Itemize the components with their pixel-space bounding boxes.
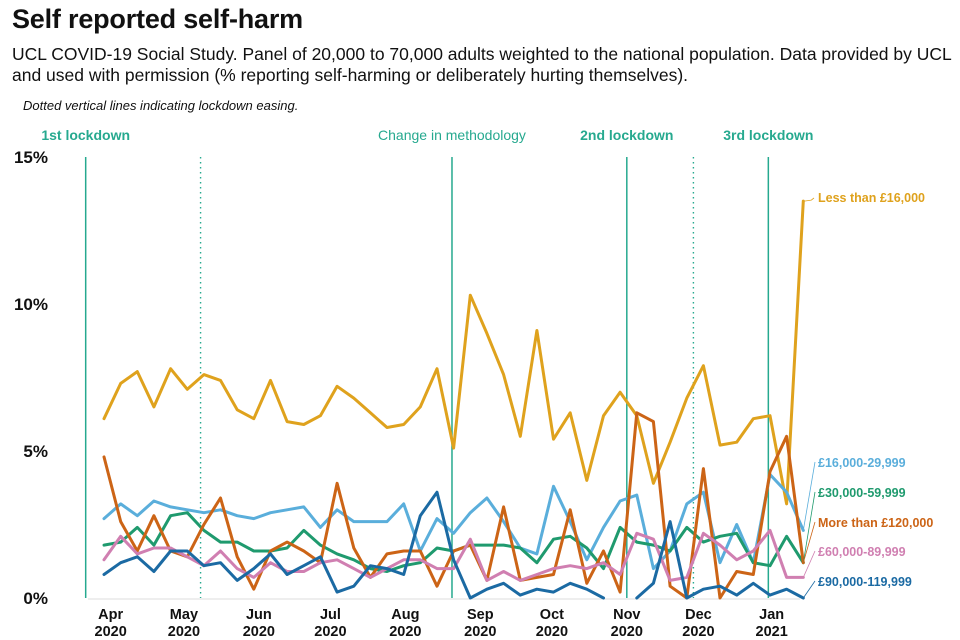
y-tick-label: 10% xyxy=(14,295,48,314)
x-tick-label: 2020 xyxy=(611,624,643,640)
series-line xyxy=(102,528,805,582)
x-tick-label: Sep xyxy=(467,607,494,623)
x-tick-label: 2020 xyxy=(314,624,346,640)
y-tick-label: 15% xyxy=(14,148,48,167)
series-line xyxy=(635,520,805,600)
series-label: £16,000-29,999 xyxy=(818,456,906,470)
x-tick-label: 2020 xyxy=(682,624,714,640)
event-label: 1st lockdown xyxy=(41,127,130,143)
x-tick-label: Nov xyxy=(613,607,640,623)
x-tick-label: 2020 xyxy=(536,624,568,640)
label-leader-line xyxy=(802,521,816,563)
x-tick-label: 2021 xyxy=(756,624,788,640)
event-label: 2nd lockdown xyxy=(580,127,673,143)
event-label: 3rd lockdown xyxy=(723,127,813,143)
x-tick-label: 2020 xyxy=(389,624,421,640)
x-tick-label: Aug xyxy=(391,607,419,623)
axes: 0%5%10%15%Apr2020May2020Jun2020Jul2020Au… xyxy=(14,148,800,640)
event-lines: 1st lockdown Change in methodology 2nd loc… xyxy=(41,127,813,598)
series-lines xyxy=(102,199,805,600)
x-tick-label: Dec xyxy=(685,607,712,623)
label-leader-line xyxy=(802,491,816,563)
x-tick-label: Jun xyxy=(246,607,272,623)
series-label: £90,000-119,999 xyxy=(818,575,912,589)
chart-title: Self reported self-harm xyxy=(12,4,303,34)
x-tick-label: Oct xyxy=(540,607,564,623)
x-tick-label: 2020 xyxy=(95,624,127,640)
label-leader-line xyxy=(802,580,816,599)
series-line xyxy=(102,490,605,600)
series-label: £30,000-59,999 xyxy=(818,486,906,500)
series-label: £60,000-89,999 xyxy=(818,545,906,559)
label-leader-line xyxy=(804,197,815,202)
event-label: Change in methodology xyxy=(378,127,526,143)
x-tick-label: 2020 xyxy=(464,624,496,640)
series-line xyxy=(102,473,805,571)
y-tick-label: 5% xyxy=(23,442,48,461)
x-tick-label: 2020 xyxy=(168,624,200,640)
x-tick-label: Jul xyxy=(320,607,341,623)
series-label: Less than £16,000 xyxy=(818,191,925,205)
x-tick-label: May xyxy=(170,607,198,623)
x-tick-label: Apr xyxy=(98,607,123,623)
x-tick-label: 2020 xyxy=(243,624,275,640)
series-label: More than £120,000 xyxy=(818,516,933,530)
chart-subtitle: UCL COVID-19 Social Study. Panel of 20,0… xyxy=(12,44,952,85)
label-leader-line xyxy=(802,550,816,578)
chart-note: Dotted vertical lines indicating lockdow… xyxy=(23,98,299,113)
x-tick-label: Jan xyxy=(759,607,784,623)
y-tick-label: 0% xyxy=(23,589,48,608)
series-labels: Less than £16,000 £16,000-29,999 £30,000-5… xyxy=(802,191,933,599)
label-leader-line xyxy=(802,461,816,531)
series-line xyxy=(102,199,805,506)
